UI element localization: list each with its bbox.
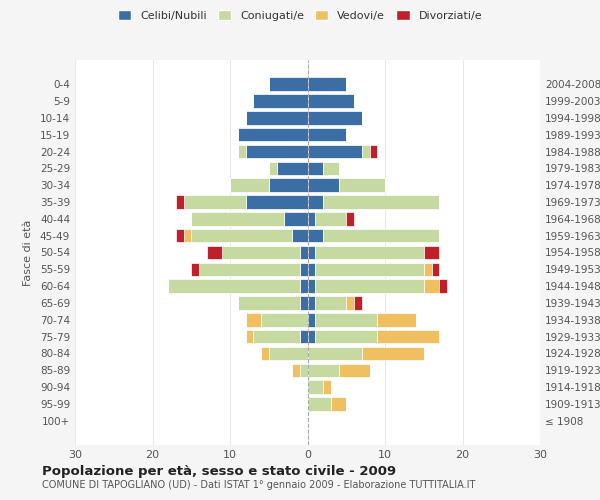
Bar [308, 364, 338, 377]
Bar [308, 397, 331, 410]
Bar [308, 262, 315, 276]
Bar [230, 178, 269, 192]
Bar [191, 229, 292, 242]
Bar [300, 280, 308, 293]
Bar [377, 313, 416, 326]
Bar [300, 246, 308, 259]
Text: Popolazione per età, sesso e stato civile - 2009: Popolazione per età, sesso e stato civil… [42, 465, 396, 478]
Bar [284, 212, 308, 226]
Bar [245, 330, 253, 344]
Bar [323, 229, 439, 242]
Bar [300, 262, 308, 276]
Bar [315, 296, 346, 310]
Bar [199, 262, 300, 276]
Bar [323, 162, 338, 175]
Bar [377, 330, 439, 344]
Bar [269, 78, 308, 91]
Bar [191, 212, 284, 226]
Bar [323, 196, 439, 209]
Y-axis label: Fasce di età: Fasce di età [23, 220, 33, 286]
Bar [300, 364, 308, 377]
Bar [308, 111, 362, 124]
Bar [308, 78, 346, 91]
Bar [253, 330, 300, 344]
Bar [424, 262, 431, 276]
Bar [184, 229, 191, 242]
Bar [315, 212, 346, 226]
Bar [424, 280, 439, 293]
Bar [308, 94, 354, 108]
Bar [308, 346, 362, 360]
Bar [269, 178, 308, 192]
Bar [300, 296, 308, 310]
Bar [308, 280, 315, 293]
Bar [245, 196, 308, 209]
Bar [308, 178, 338, 192]
Bar [222, 246, 300, 259]
Bar [308, 229, 323, 242]
Bar [184, 196, 245, 209]
Bar [245, 313, 261, 326]
Bar [176, 196, 184, 209]
Bar [261, 346, 269, 360]
Bar [424, 246, 439, 259]
Bar [346, 212, 354, 226]
Bar [315, 313, 377, 326]
Bar [308, 246, 315, 259]
Bar [439, 280, 447, 293]
Bar [346, 296, 354, 310]
Bar [354, 296, 362, 310]
Legend: Celibi/Nubili, Coniugati/e, Vedovi/e, Divorziati/e: Celibi/Nubili, Coniugati/e, Vedovi/e, Di… [113, 6, 487, 25]
Bar [315, 280, 424, 293]
Bar [238, 128, 308, 141]
Bar [191, 262, 199, 276]
Bar [269, 346, 308, 360]
Bar [207, 246, 222, 259]
Bar [315, 330, 377, 344]
Bar [253, 94, 308, 108]
Bar [261, 313, 308, 326]
Bar [323, 380, 331, 394]
Bar [168, 280, 300, 293]
Bar [245, 145, 308, 158]
Bar [308, 380, 323, 394]
Bar [331, 397, 346, 410]
Bar [308, 128, 346, 141]
Bar [308, 313, 315, 326]
Bar [269, 162, 277, 175]
Bar [176, 229, 184, 242]
Bar [315, 246, 424, 259]
Bar [362, 346, 424, 360]
Text: COMUNE DI TAPOGLIANO (UD) - Dati ISTAT 1° gennaio 2009 - Elaborazione TUTTITALIA: COMUNE DI TAPOGLIANO (UD) - Dati ISTAT 1… [42, 480, 475, 490]
Bar [370, 145, 377, 158]
Bar [338, 364, 370, 377]
Bar [338, 178, 385, 192]
Bar [308, 196, 323, 209]
Bar [431, 262, 439, 276]
Bar [362, 145, 370, 158]
Bar [238, 145, 245, 158]
Bar [308, 145, 362, 158]
Bar [308, 296, 315, 310]
Bar [292, 229, 308, 242]
Bar [238, 296, 300, 310]
Bar [245, 111, 308, 124]
Bar [292, 364, 300, 377]
Bar [300, 330, 308, 344]
Bar [277, 162, 308, 175]
Bar [315, 262, 424, 276]
Bar [308, 212, 315, 226]
Bar [308, 162, 323, 175]
Bar [308, 330, 315, 344]
